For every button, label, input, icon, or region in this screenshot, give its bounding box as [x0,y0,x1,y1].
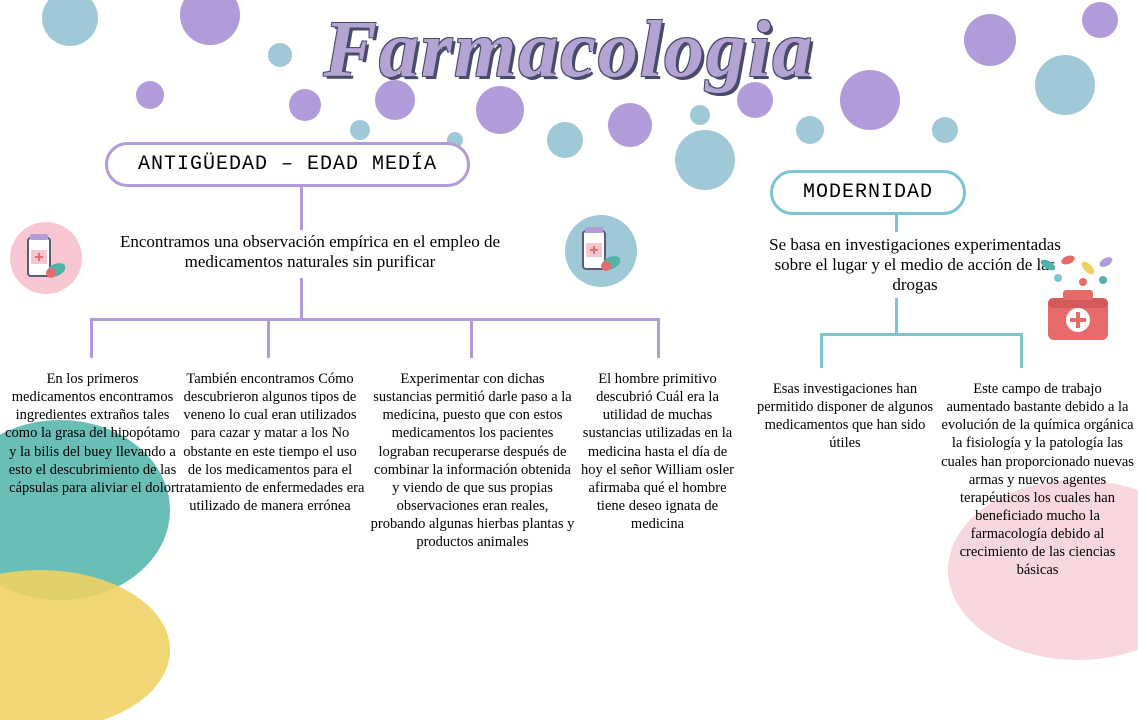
branch-right-1: Esas investigaciones han permitido dispo… [755,380,935,453]
branch-right-2: Este campo de trabajo aumentado bastante… [940,380,1135,579]
decorative-bubble [1035,55,1095,115]
decorative-bubble [675,130,735,190]
decorative-bubble [796,116,824,144]
subtitle-modernity: Se basa en investigaciones experimentada… [765,235,1065,295]
purple-leg-1 [90,318,93,358]
decorative-bubble [690,105,710,125]
medicine-bottle-icon-center [565,215,637,287]
purple-leg-2 [267,318,270,358]
branch-left-2: También encontramos Cómo descubrieron al… [175,370,365,515]
decorative-bubble [268,43,292,67]
medkit-icon [1028,250,1128,350]
heading-antiquity: ANTIGÜEDAD – EDAD MEDÍA [105,142,470,187]
decorative-bubble [350,120,370,140]
decorative-bubble [964,14,1016,66]
decorative-bubble [547,122,583,158]
blue-leg-2 [1020,333,1023,368]
purple-hbar [90,318,660,321]
decorative-bubble [1082,2,1118,38]
decorative-bubble [180,0,240,45]
purple-leg-3 [470,318,473,358]
blue-stem2 [895,298,898,333]
medicine-bottle-icon-left [10,222,82,294]
decorative-bubble [932,117,958,143]
blue-hbar [820,333,1020,336]
decorative-bubble [840,70,900,130]
branch-left-1: En los primeros medicamentos encontramos… [5,370,180,497]
branch-left-4: El hombre primitivo descubrió Cuál era l… [580,370,735,533]
purple-stem2 [300,278,303,318]
page-title: Farmacologia [324,5,815,96]
heading-modernity: MODERNIDAD [770,170,966,215]
purple-stem [300,180,303,230]
purple-leg-4 [657,318,660,358]
yellow-blob [0,560,180,720]
decorative-bubble [608,103,652,147]
decorative-bubble [136,81,164,109]
subtitle-antiquity: Encontramos una observación empírica en … [120,232,500,272]
blue-leg-1 [820,333,823,368]
branch-left-3: Experimentar con dichas sustancias permi… [370,370,575,551]
decorative-bubble [42,0,98,46]
decorative-bubble [289,89,321,121]
